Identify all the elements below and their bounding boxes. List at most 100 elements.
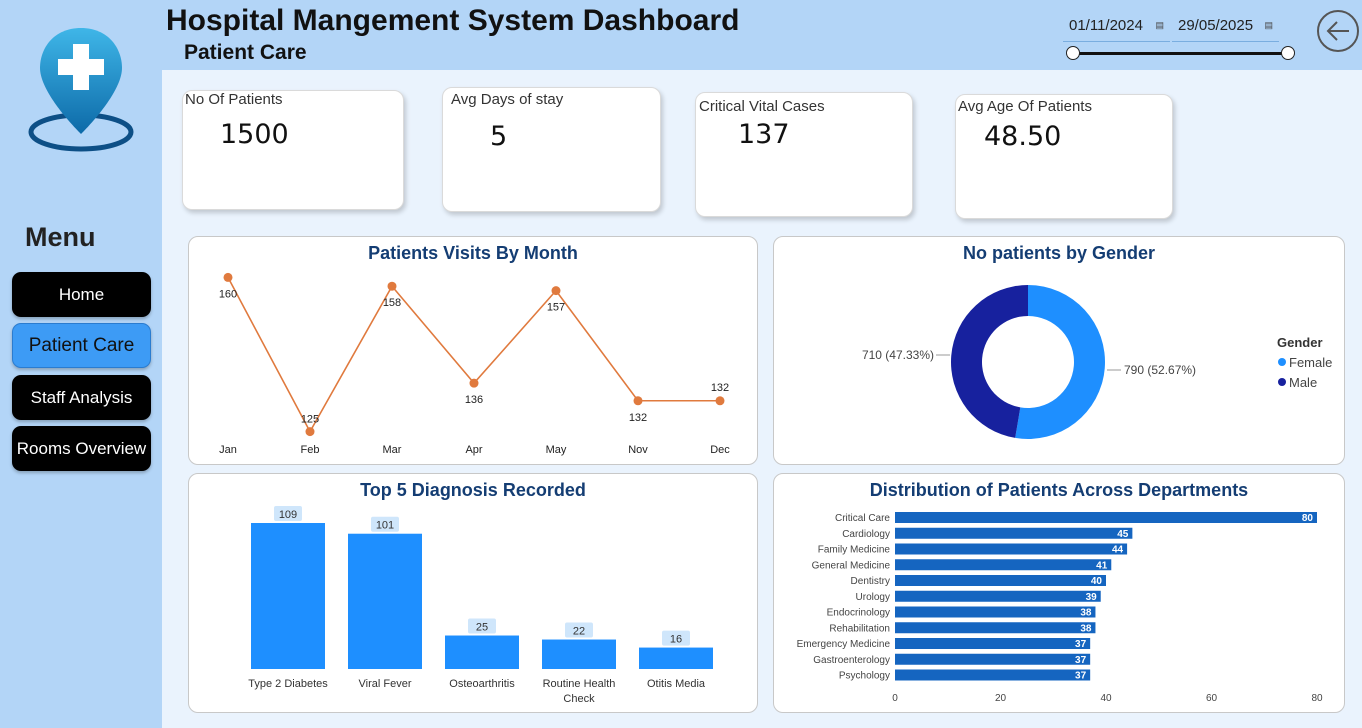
- gender-card: No patients by Gender 790 (52.67%) 710 (4…: [773, 236, 1345, 465]
- kpi-label: No Of Patients: [185, 91, 283, 108]
- x-tick-label: 20: [995, 693, 1007, 704]
- back-button[interactable]: [1317, 10, 1359, 52]
- data-label: 37: [1075, 639, 1087, 650]
- x-tick-label: 0: [892, 693, 898, 704]
- data-label: 16: [670, 634, 682, 646]
- data-point: [551, 286, 561, 296]
- data-label: 125: [301, 414, 319, 426]
- data-label: 160: [219, 288, 237, 300]
- data-label-bg: [468, 618, 496, 634]
- data-label: 37: [1075, 671, 1087, 682]
- page-subtitle: Patient Care: [184, 41, 307, 64]
- data-label-bg: [274, 506, 302, 521]
- x-tick-label: 60: [1206, 693, 1218, 704]
- data-label-bg: [371, 516, 399, 532]
- data-label-bg: [565, 622, 593, 638]
- bar: [639, 647, 713, 669]
- data-label: 40: [1091, 576, 1103, 587]
- legend-title: Gender: [1277, 335, 1323, 350]
- bar: [895, 653, 1091, 665]
- date-range-slider-track[interactable]: [1073, 52, 1288, 55]
- y-tick-label: Emergency Medicine: [797, 639, 891, 650]
- data-label: 38: [1080, 608, 1092, 619]
- y-tick-label: Dentistry: [851, 576, 890, 587]
- nav-home-button[interactable]: Home: [12, 272, 151, 317]
- bar: [348, 533, 422, 669]
- series-line: [227, 277, 720, 434]
- x-tick-label: 80: [1311, 693, 1323, 704]
- bar: [542, 639, 616, 669]
- y-tick-label: Endocrinology: [827, 608, 890, 619]
- chart-title: No patients by Gender: [962, 243, 1156, 263]
- data-label: 132: [711, 382, 729, 394]
- data-label: 22: [573, 626, 585, 638]
- kpi-value: 48.50: [984, 121, 1062, 152]
- bar: [895, 606, 1096, 618]
- visits-line-chart: 160 Jan 125 Feb 158 Mar 136 Apr 157 May 132 Nov 132 D…: [219, 272, 730, 456]
- data-label: 158: [383, 297, 401, 309]
- kpi-value: 5: [490, 121, 508, 152]
- kpi-value: 1500: [220, 119, 289, 150]
- bar: [895, 638, 1091, 649]
- bar: [445, 635, 519, 669]
- date-range-start-handle[interactable]: [1066, 46, 1080, 60]
- legend-label: Male: [1289, 375, 1317, 390]
- gender-donut-chart: 790 (52.67%) 710 (47.33%) Gender Female Male: [862, 285, 1332, 439]
- data-label: 44: [1112, 545, 1124, 556]
- x-tick-label: Otitis Media: [647, 678, 706, 690]
- y-tick-label: Urology: [856, 592, 890, 603]
- departments-card: Distribution of Patients Across Departme…: [773, 473, 1345, 713]
- bar: [895, 622, 1096, 634]
- end-date-value: 29/05/2025: [1178, 17, 1254, 34]
- x-tick-label: May: [546, 444, 567, 456]
- calendar-icon[interactable]: ▤: [1155, 20, 1164, 30]
- departments-bar-chart: 80 Critical Care 45 Cardiology 44 Family Medi…: [797, 512, 1323, 704]
- data-label: 39: [1086, 592, 1098, 603]
- data-point: [633, 396, 643, 406]
- y-tick-label: Rehabilitation: [829, 623, 890, 634]
- data-point: [469, 378, 479, 388]
- y-tick-label: Critical Care: [835, 513, 890, 524]
- x-tick-label: Dec: [710, 444, 730, 456]
- kpi-label: Avg Age Of Patients: [958, 98, 1092, 115]
- x-tick-label: Nov: [628, 444, 648, 456]
- kpi-card-avg-age: Avg Age Of Patients 48.50: [955, 94, 1173, 219]
- x-tick-label: Check: [563, 693, 595, 705]
- hospital-location-logo-icon: [28, 28, 134, 152]
- nav-staff-analysis-button[interactable]: Staff Analysis: [12, 375, 151, 420]
- bar: [895, 590, 1101, 602]
- diagnosis-bar-chart: 109 Type 2 Diabetes 101 Viral Fever 25 Osteoa…: [248, 506, 713, 705]
- nav-rooms-overview-button[interactable]: Rooms Overview: [12, 426, 151, 471]
- end-date-input[interactable]: 29/05/2025 ▤: [1172, 10, 1279, 42]
- x-tick-label: Osteoarthritis: [449, 678, 515, 690]
- x-tick-label: 40: [1100, 693, 1112, 704]
- x-tick-label: Feb: [301, 444, 320, 456]
- date-range-end-handle[interactable]: [1281, 46, 1295, 60]
- start-date-input[interactable]: 01/11/2024 ▤: [1063, 10, 1170, 42]
- bar: [895, 669, 1091, 681]
- bar: [895, 559, 1112, 571]
- y-tick-label: Psychology: [839, 671, 890, 682]
- y-tick-label: Cardiology: [842, 529, 890, 540]
- nav-patient-care-button[interactable]: Patient Care: [12, 323, 151, 368]
- data-label: 37: [1075, 655, 1087, 666]
- chart-title: Top 5 Diagnosis Recorded: [360, 480, 586, 500]
- page-title: Hospital Mangement System Dashboard: [166, 4, 740, 37]
- data-label: 45: [1117, 529, 1129, 540]
- bar: [251, 523, 325, 669]
- legend-marker: [1278, 378, 1286, 386]
- kpi-card-avg-stay: Avg Days of stay 5: [442, 87, 661, 212]
- data-point: [387, 281, 397, 291]
- kpi-label: Critical Vital Cases: [699, 98, 825, 115]
- data-point: [715, 396, 725, 406]
- legend-label: Female: [1289, 355, 1332, 370]
- donut-slice: [951, 285, 1028, 438]
- calendar-icon[interactable]: ▤: [1264, 20, 1273, 30]
- kpi-label: Avg Days of stay: [451, 91, 564, 108]
- data-label: 101: [376, 520, 394, 532]
- visits-by-month-card: Patients Visits By Month 160 Jan 125 Feb 158…: [188, 236, 758, 465]
- bar: [895, 543, 1128, 555]
- kpi-card-critical-vitals: Critical Vital Cases 137: [695, 92, 913, 217]
- data-label: 132: [629, 412, 647, 424]
- slice-label: 790 (52.67%): [1124, 363, 1196, 377]
